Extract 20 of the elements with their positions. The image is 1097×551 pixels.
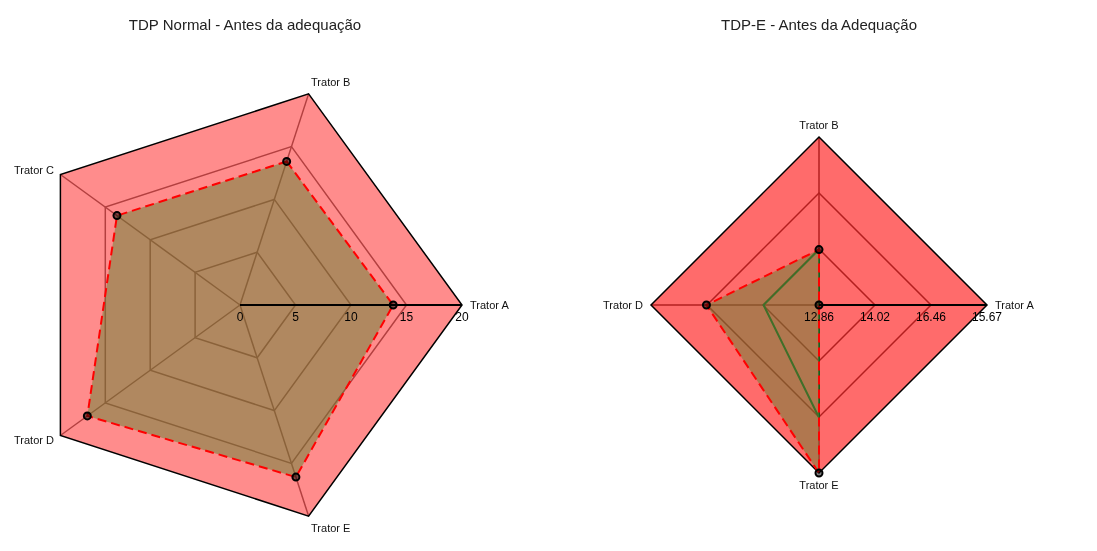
- spoke-label: Trator C: [13, 163, 54, 176]
- y-tick-label: 5: [292, 310, 300, 324]
- spoke-label: Trator B: [799, 119, 839, 131]
- y-tick-label: 15: [399, 310, 414, 324]
- y-tick-label: 10: [344, 310, 358, 324]
- text: 14.02: [859, 310, 891, 324]
- y-tick-label: 20: [455, 310, 469, 324]
- spoke-label: Trator B: [311, 76, 351, 89]
- chart-title: TDP-E - Antes da Adequação: [720, 16, 918, 33]
- spoke-label: Trator E: [799, 478, 839, 491]
- spoke-label: Trator A: [470, 298, 510, 311]
- spoke-label: Trator A: [995, 298, 1035, 311]
- spoke-label: Trator E: [311, 521, 351, 534]
- text: 16.46: [915, 310, 947, 324]
- text: 12.86: [803, 310, 835, 324]
- chart-title: TDP Normal - Antes da adequação: [127, 16, 363, 33]
- y-tick-label: 0: [236, 310, 244, 324]
- spoke-label: Trator D: [603, 298, 644, 311]
- spoke-label: Trator D: [13, 434, 54, 447]
- text: 15.67: [971, 310, 1003, 324]
